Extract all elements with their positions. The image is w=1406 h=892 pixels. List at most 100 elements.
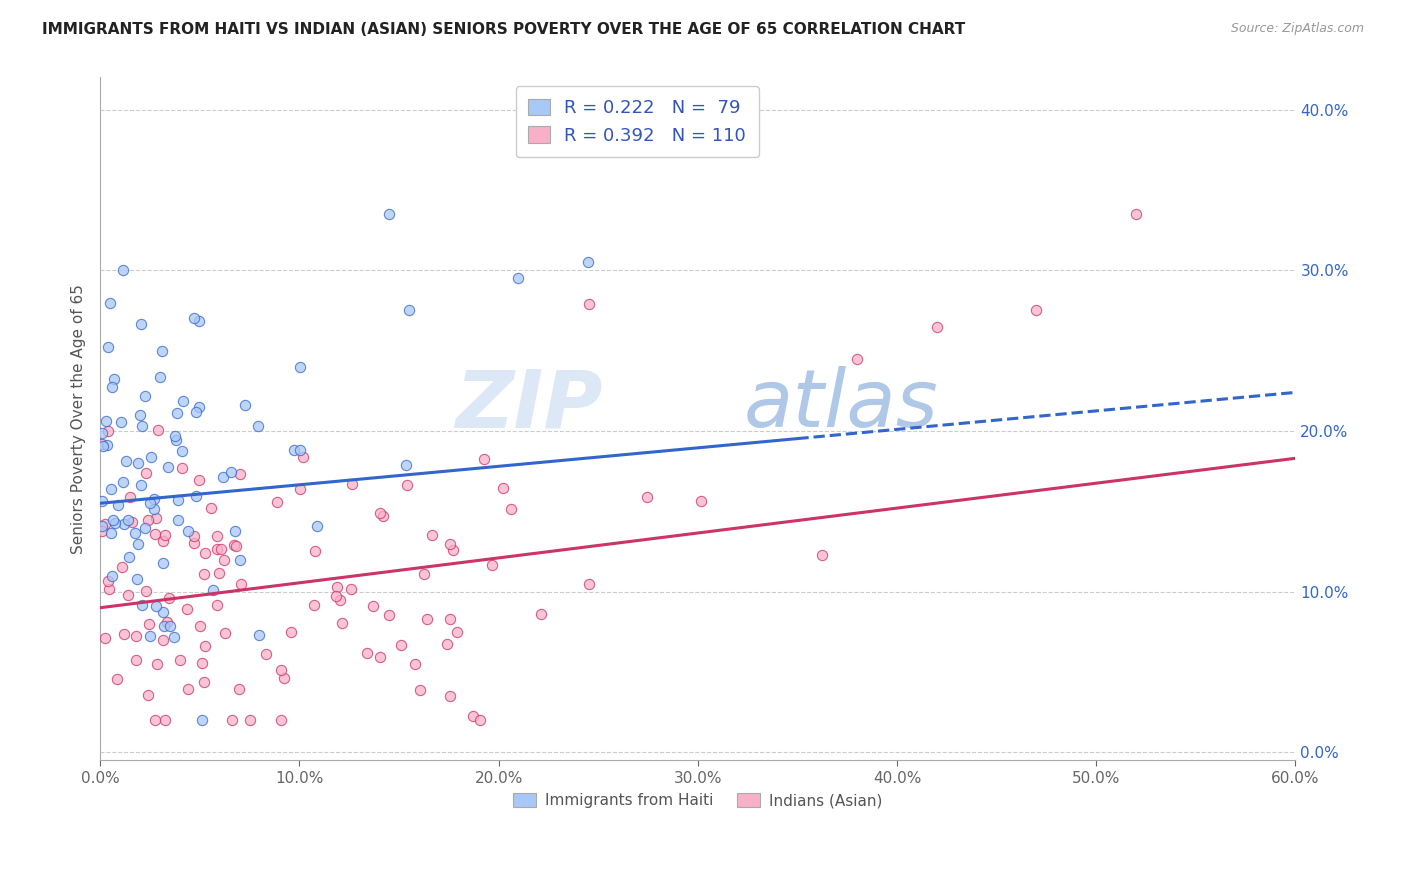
Point xyxy=(163,428,186,442)
Point xyxy=(152,533,174,548)
Point xyxy=(101,513,124,527)
Point xyxy=(188,314,211,328)
Point xyxy=(270,713,292,727)
Point xyxy=(96,438,118,452)
Point xyxy=(636,490,658,504)
Point xyxy=(91,436,114,450)
Point xyxy=(97,340,120,354)
Point xyxy=(212,470,235,484)
Point xyxy=(188,400,211,414)
Point xyxy=(441,543,464,558)
Point xyxy=(112,627,135,641)
Point xyxy=(391,638,413,652)
Point xyxy=(231,577,253,591)
Point xyxy=(193,567,215,582)
Point xyxy=(194,640,217,654)
Point xyxy=(225,539,247,553)
Point xyxy=(93,632,115,646)
Point xyxy=(491,481,513,495)
Point xyxy=(91,524,114,538)
Point xyxy=(412,566,434,581)
Point xyxy=(470,713,492,727)
Point xyxy=(170,461,193,475)
Point xyxy=(273,671,295,685)
Point xyxy=(91,493,114,508)
Point xyxy=(472,451,495,466)
Point xyxy=(247,627,270,641)
Point xyxy=(325,589,347,603)
Point xyxy=(127,537,149,551)
Point xyxy=(416,612,439,626)
Point xyxy=(134,521,156,535)
Point xyxy=(439,612,461,626)
Point xyxy=(811,548,834,562)
Point xyxy=(152,556,174,570)
Point xyxy=(481,558,503,572)
Point xyxy=(183,310,205,325)
Point xyxy=(404,657,426,671)
Point xyxy=(153,618,176,632)
Point xyxy=(98,296,121,310)
Point xyxy=(288,443,311,458)
Point xyxy=(112,516,135,531)
Point xyxy=(578,297,600,311)
Point xyxy=(1125,207,1147,221)
Point xyxy=(288,482,311,496)
Point xyxy=(110,560,132,574)
Point xyxy=(167,512,190,526)
Point xyxy=(139,629,162,643)
Point xyxy=(91,439,114,453)
Point xyxy=(150,343,173,358)
Point xyxy=(167,492,190,507)
Point xyxy=(221,713,243,727)
Point xyxy=(205,542,228,557)
Point xyxy=(136,513,159,527)
Point xyxy=(94,517,117,532)
Point xyxy=(115,454,138,468)
Point xyxy=(208,566,231,581)
Point xyxy=(135,466,157,480)
Point xyxy=(139,450,162,464)
Point xyxy=(172,394,194,409)
Point xyxy=(103,371,125,385)
Point xyxy=(356,646,378,660)
Point xyxy=(373,509,395,524)
Point xyxy=(149,370,172,384)
Text: atlas: atlas xyxy=(744,367,939,444)
Point xyxy=(177,681,200,696)
Point xyxy=(283,442,305,457)
Point xyxy=(143,527,166,541)
Point xyxy=(239,713,262,727)
Point xyxy=(145,599,167,613)
Point xyxy=(111,475,134,489)
Point xyxy=(508,271,530,285)
Point xyxy=(193,674,215,689)
Point xyxy=(111,263,134,277)
Point xyxy=(330,616,353,631)
Point xyxy=(97,424,120,438)
Point xyxy=(101,569,124,583)
Point xyxy=(529,607,551,621)
Point xyxy=(169,652,191,666)
Point xyxy=(291,450,314,464)
Point xyxy=(446,624,468,639)
Point xyxy=(305,519,328,533)
Point xyxy=(143,491,166,506)
Point xyxy=(117,513,139,527)
Point xyxy=(125,572,148,586)
Point xyxy=(100,483,122,497)
Point xyxy=(97,574,120,588)
Point xyxy=(135,583,157,598)
Point xyxy=(91,425,114,440)
Point xyxy=(131,598,153,612)
Point xyxy=(340,582,363,596)
Point xyxy=(246,419,269,434)
Point xyxy=(110,415,132,429)
Point xyxy=(146,657,169,672)
Point xyxy=(409,682,432,697)
Text: IMMIGRANTS FROM HAITI VS INDIAN (ASIAN) SENIORS POVERTY OVER THE AGE OF 65 CORRE: IMMIGRANTS FROM HAITI VS INDIAN (ASIAN) … xyxy=(42,22,966,37)
Point xyxy=(104,516,127,531)
Point xyxy=(188,473,211,487)
Point xyxy=(138,617,160,632)
Legend: Immigrants from Haiti, Indians (Asian): Immigrants from Haiti, Indians (Asian) xyxy=(508,787,889,814)
